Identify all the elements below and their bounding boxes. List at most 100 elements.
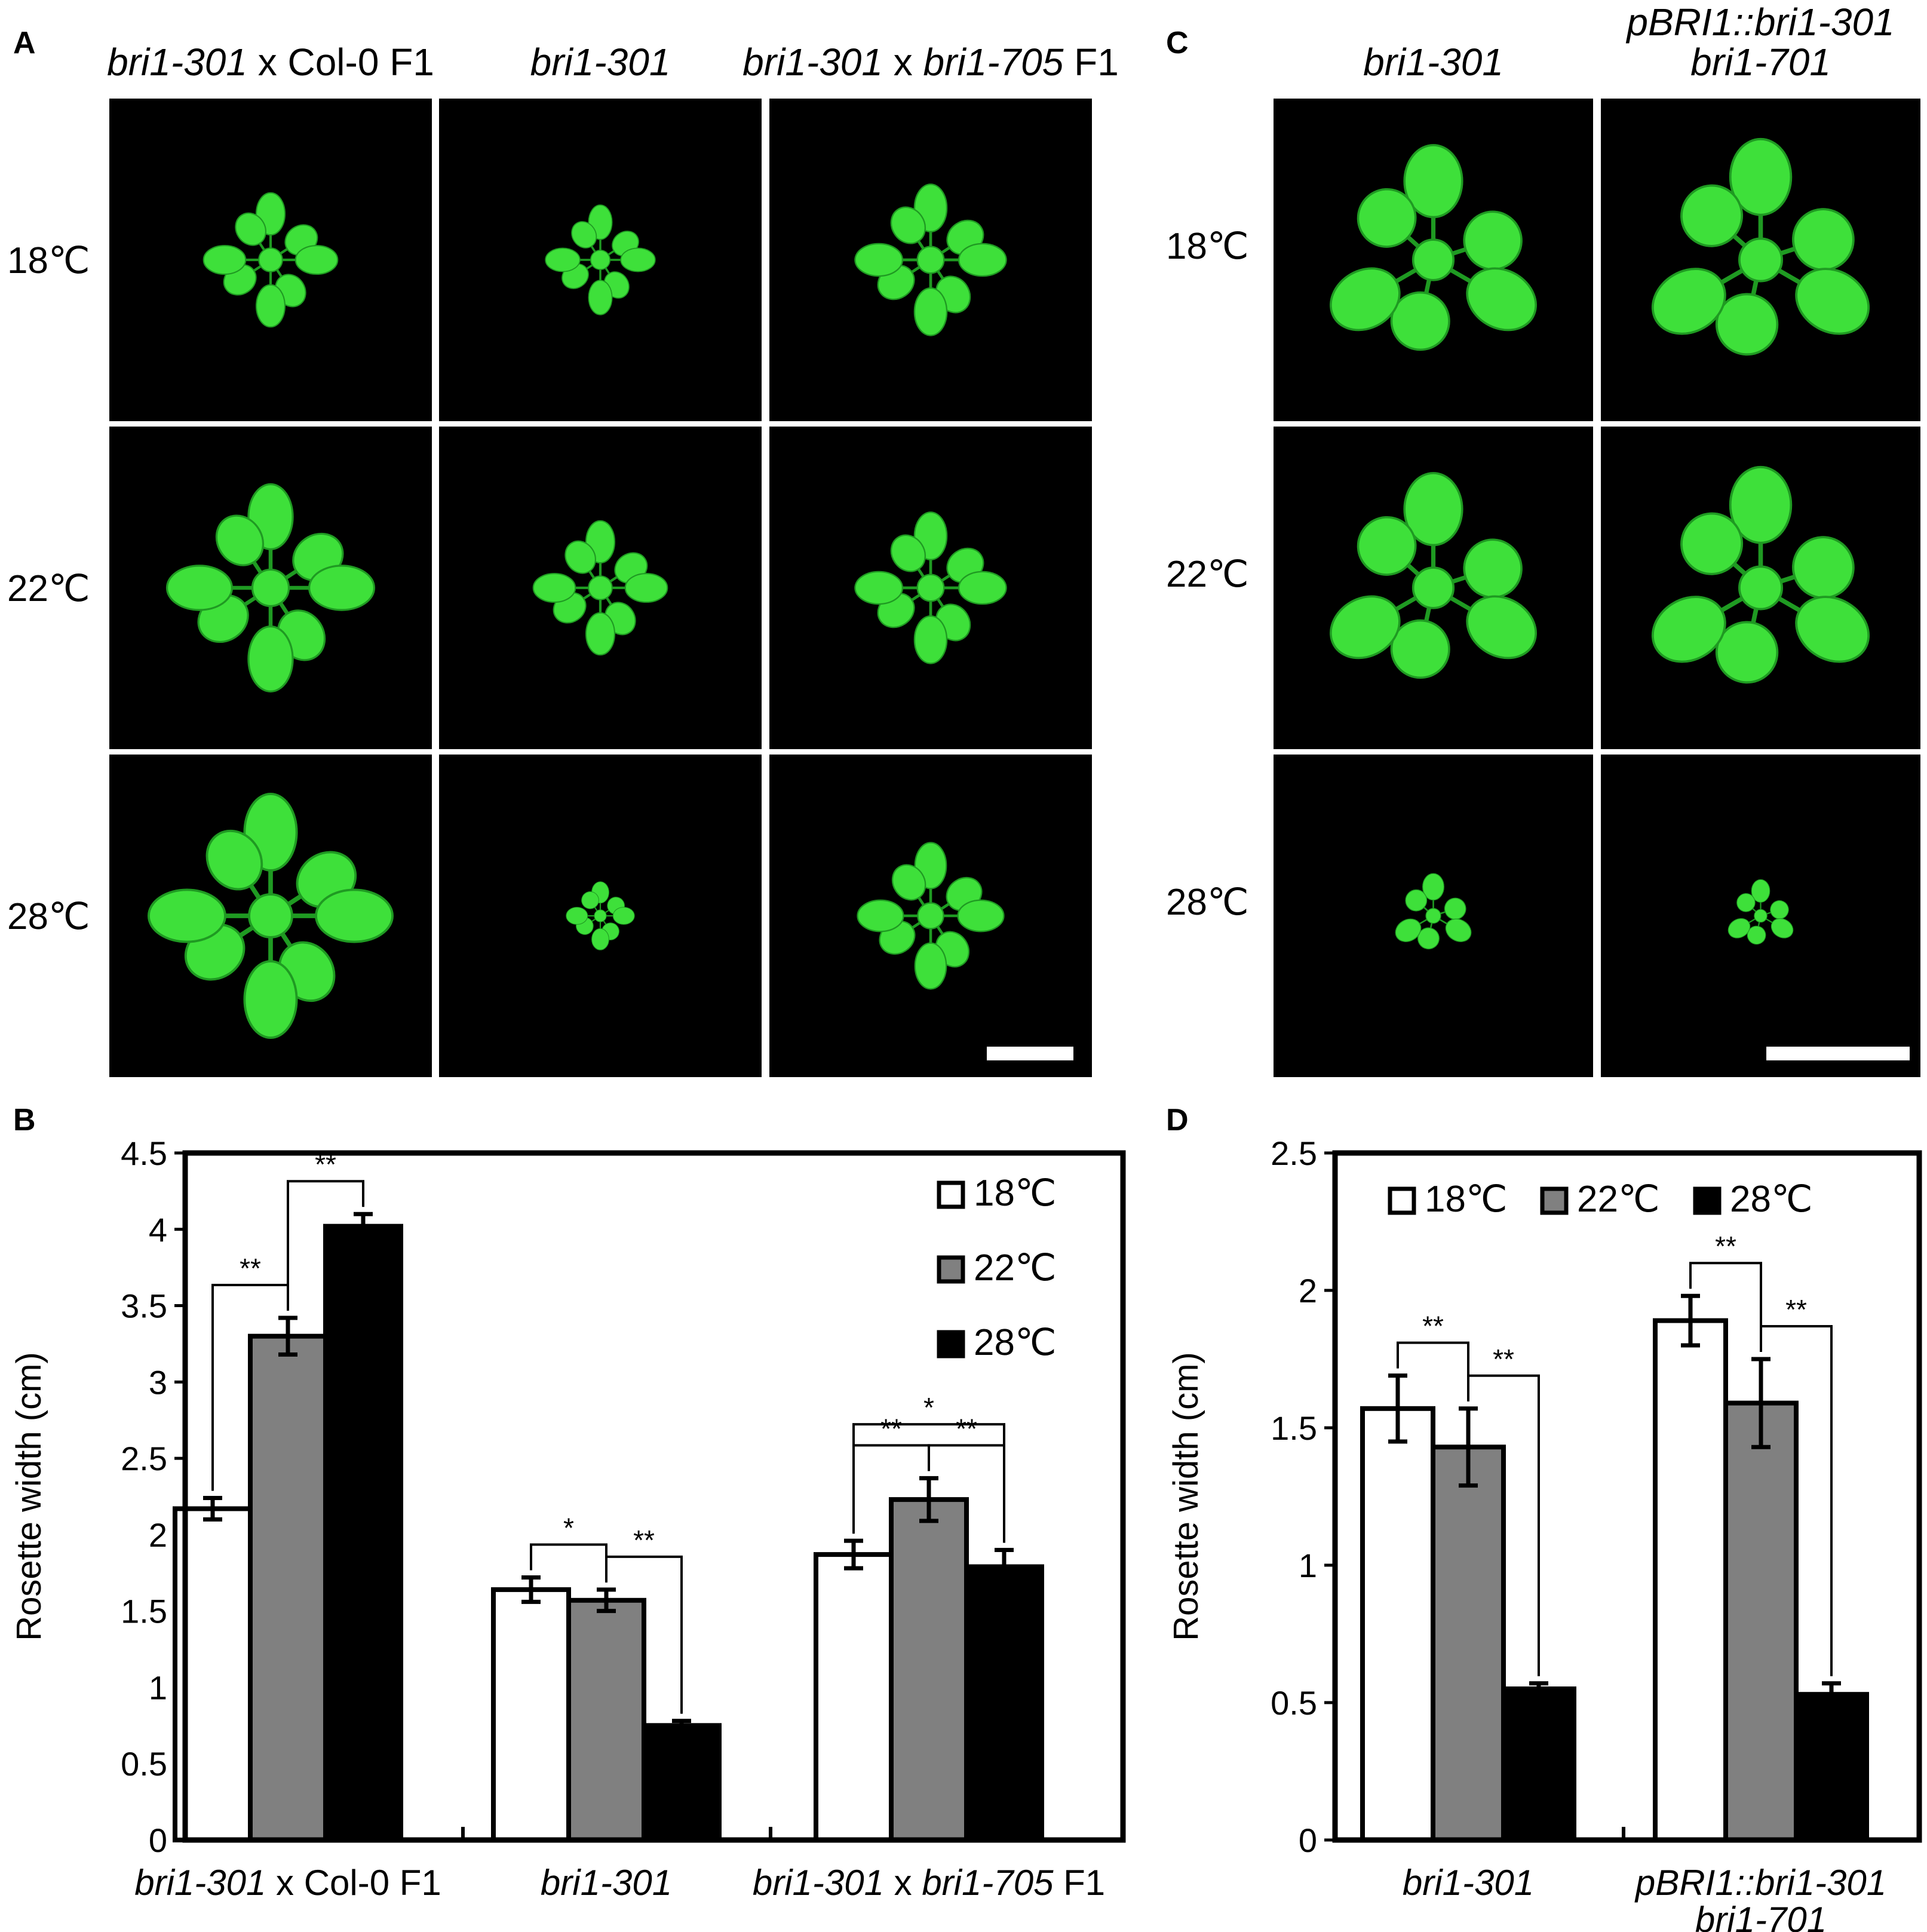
- panel-letter-c: C: [1166, 26, 1189, 60]
- plot-frame: [182, 1150, 1126, 1843]
- panel-letter-b: B: [13, 1103, 36, 1137]
- plant-holder: [109, 427, 432, 749]
- bar: [1501, 1686, 1576, 1842]
- bar: [1794, 1692, 1869, 1842]
- column-title: bri1-301 x Col-0 F1: [107, 41, 434, 84]
- rosette-plant: [854, 183, 1007, 336]
- rosette-plant: [566, 881, 635, 950]
- significance-bracket: [1689, 1262, 1762, 1352]
- significance-label: **: [1493, 1344, 1514, 1375]
- row-label-temperature: 28℃: [7, 896, 90, 937]
- bar: [1653, 1318, 1728, 1843]
- bar: [1723, 1400, 1799, 1843]
- plant-photo: [439, 755, 762, 1077]
- legend-label: 28℃: [974, 1322, 1057, 1363]
- y-tick-label: 1.5: [121, 1593, 167, 1630]
- rosette-plant: [1727, 879, 1794, 945]
- y-tick-label: 2: [1299, 1272, 1317, 1310]
- y-tick-label: 3.5: [121, 1287, 167, 1325]
- plant-holder: [439, 427, 762, 749]
- bar: [491, 1587, 571, 1843]
- bar: [814, 1552, 894, 1842]
- plant-photo: [109, 427, 432, 749]
- significance-bracket: [530, 1543, 607, 1583]
- panel-letter-a: A: [13, 26, 36, 60]
- significance-label: **: [633, 1525, 655, 1556]
- rosette-plant: [1330, 144, 1537, 351]
- legend-swatch: [1388, 1186, 1416, 1215]
- panel-letter-d: D: [1166, 1103, 1189, 1137]
- y-tick-label: 1.5: [1271, 1409, 1317, 1447]
- legend-swatch: [1540, 1186, 1569, 1215]
- y-tick-label: 0.5: [121, 1745, 167, 1783]
- column-title: bri1-701: [1690, 41, 1831, 84]
- significance-bracket: [1760, 1325, 1833, 1676]
- rosette-plant: [148, 793, 394, 1039]
- x-category-label: bri1-701: [1695, 1900, 1827, 1932]
- scale-bar: [1766, 1047, 1910, 1060]
- plant-photo: [769, 755, 1092, 1077]
- rosette-plant: [1651, 465, 1870, 684]
- y-tick-label: 2: [149, 1516, 167, 1554]
- rosette-plant: [857, 842, 1005, 990]
- row-label-temperature: 28℃: [1166, 882, 1249, 923]
- legend-swatch: [937, 1180, 965, 1209]
- plant-holder: [769, 755, 1092, 1077]
- plant-photo: [1601, 427, 1920, 749]
- legend-swatch: [1693, 1186, 1722, 1215]
- column-title: pBRI1::bri1-301: [1627, 1, 1895, 44]
- plant-holder: [439, 99, 762, 421]
- plant-photo: [439, 427, 762, 749]
- bar: [1360, 1406, 1435, 1843]
- y-tick-label: 3: [149, 1363, 167, 1401]
- y-tick-label: 4: [149, 1211, 167, 1249]
- significance-label: **: [1715, 1231, 1736, 1262]
- significance-label: **: [1422, 1311, 1444, 1342]
- legend-label: 22℃: [974, 1247, 1057, 1289]
- x-category-label: pBRI1::bri1-301: [1634, 1863, 1886, 1903]
- x-category-label: bri1-301 x Col-0 F1: [134, 1863, 441, 1903]
- plant-photo: [1274, 427, 1593, 749]
- legend-label: 22℃: [1577, 1179, 1660, 1220]
- plant-holder: [769, 427, 1092, 749]
- y-tick-label: 2.5: [1271, 1134, 1317, 1172]
- rosette-plant: [1395, 873, 1472, 950]
- column-title: bri1-301: [530, 41, 671, 84]
- plant-photo: [109, 99, 432, 421]
- significance-bracket: [1397, 1341, 1469, 1402]
- column-title: bri1-301: [1363, 41, 1503, 84]
- plant-holder: [1601, 99, 1920, 421]
- legend-label: 18℃: [1425, 1179, 1508, 1220]
- significance-label: *: [563, 1512, 574, 1543]
- y-axis-title: Rosette width (cm): [1167, 1352, 1205, 1640]
- y-tick-label: 0.5: [1271, 1684, 1317, 1722]
- legend-swatch: [937, 1255, 965, 1284]
- row-label-temperature: 22℃: [7, 568, 90, 609]
- plant-holder: [1274, 755, 1593, 1077]
- scale-bar: [987, 1047, 1073, 1060]
- significance-label: *: [923, 1392, 934, 1423]
- plant-holder: [439, 755, 762, 1077]
- rosette-plant: [854, 511, 1007, 664]
- column-title: bri1-301 x bri1-705 F1: [742, 41, 1119, 84]
- y-tick-label: 0: [149, 1821, 167, 1859]
- bar: [566, 1597, 646, 1843]
- significance-bracket: [1467, 1374, 1540, 1676]
- row-label-temperature: 18℃: [1166, 226, 1249, 267]
- x-category-label: bri1-301 x bri1-705 F1: [753, 1863, 1105, 1903]
- plant-photo: [1601, 755, 1920, 1077]
- plant-holder: [1274, 427, 1593, 749]
- y-tick-label: 1: [1299, 1547, 1317, 1584]
- plant-holder: [769, 99, 1092, 421]
- legend-label: 18℃: [974, 1173, 1057, 1214]
- y-tick-label: 1: [149, 1669, 167, 1706]
- rosette-plant: [165, 483, 376, 693]
- significance-bracket: [287, 1180, 364, 1311]
- bar: [964, 1564, 1044, 1843]
- row-label-temperature: 22℃: [1166, 554, 1249, 595]
- bar: [248, 1333, 328, 1843]
- bar: [642, 1723, 722, 1842]
- rosette-plant: [545, 204, 656, 315]
- significance-label: **: [240, 1253, 261, 1284]
